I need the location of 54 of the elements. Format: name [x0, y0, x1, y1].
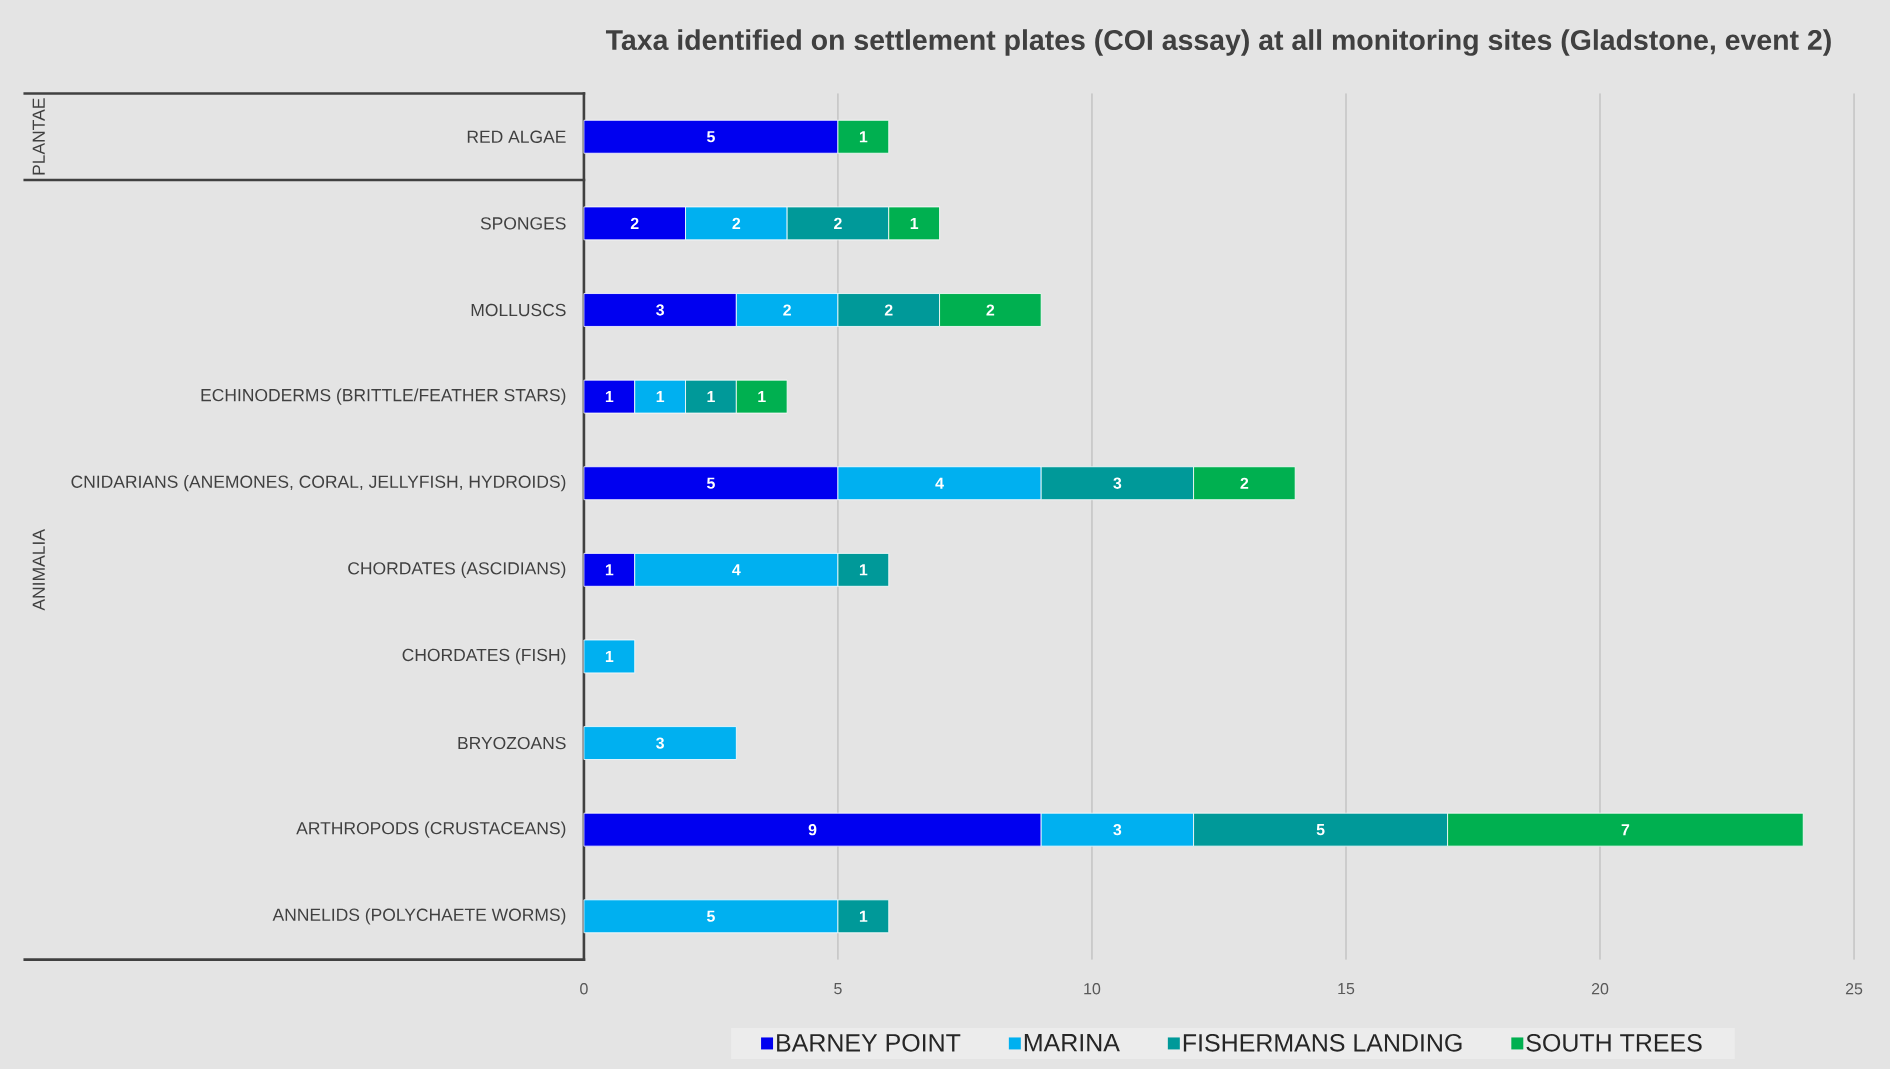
y-tick-label: ECHINODERMS (BRITTLE/FEATHER STARS) [201, 388, 566, 405]
data-label: 1 [910, 217, 919, 229]
y-tick-label: ANNELIDS (POLYCHAETE WORMS) [272, 907, 566, 925]
legend-label: SOUTH TREES [1526, 1033, 1702, 1052]
data-label: 2 [1240, 477, 1249, 489]
data-label: 2 [834, 217, 842, 229]
data-label: 1 [859, 564, 868, 576]
legend-label: BARNEY POINT [777, 1033, 961, 1052]
y-tick-label: CHORDATES (FISH) [402, 648, 566, 665]
data-label: 9 [808, 823, 817, 836]
data-label: 4 [732, 564, 741, 576]
x-tick-label: 0 [580, 982, 588, 995]
x-tick-label: 5 [834, 982, 842, 995]
data-label: 2 [630, 217, 639, 229]
data-label: 5 [1316, 823, 1325, 836]
data-label: 5 [706, 910, 715, 922]
bar [583, 639, 636, 674]
y-tick-label: ARTHROPODS (CRUSTACEANS) [296, 821, 566, 838]
text: PLANTAE [32, 98, 45, 175]
y-tick-label: MOLLUSCS [471, 303, 566, 316]
data-label: 2 [732, 217, 741, 229]
data-label: 7 [1621, 823, 1630, 835]
data-label: 1 [859, 910, 868, 922]
data-label: 1 [859, 131, 868, 143]
bar [583, 726, 737, 760]
data-label: 4 [935, 477, 944, 489]
y-tick-label: BRYOZOANS [458, 736, 566, 750]
x-tick-label: 10 [1084, 982, 1101, 995]
y-tick-label: CHORDATES (ASCIDIANS) [348, 561, 566, 578]
chart-title: Taxa identified on settlement plates (COI assay) at all monitoring sites (Gladstone, event 2) [605, 29, 1831, 56]
data-label: 5 [706, 477, 715, 489]
data-label: 3 [1113, 477, 1122, 489]
data-label: 2 [884, 304, 893, 316]
data-label: 3 [1113, 823, 1122, 836]
data-label: 1 [605, 390, 614, 402]
y-tick-label: CNIDARIANS (ANEMONES, CORAL, JELLYFISH, HYDROIDS) [71, 474, 566, 492]
data-label: 1 [707, 390, 715, 402]
data-label: 3 [656, 304, 664, 316]
data-label: 1 [605, 564, 614, 576]
y-tick-label: RED ALGAE [467, 130, 566, 143]
legend-label: FISHERMANS LANDING [1183, 1033, 1462, 1052]
data-label: 2 [783, 304, 791, 316]
data-label: 1 [605, 650, 614, 662]
data-label: 1 [758, 390, 766, 402]
text: ANIMALIA [32, 528, 45, 611]
y-tick-label: SPONGES [480, 216, 566, 230]
x-tick-label: 15 [1338, 982, 1355, 995]
data-label: 5 [706, 130, 715, 143]
x-tick-label: 20 [1591, 982, 1609, 995]
x-tick-label: 25 [1845, 982, 1863, 995]
data-label: 3 [656, 737, 664, 749]
legend-label: MARINA [1024, 1033, 1120, 1052]
data-label: 2 [986, 304, 995, 316]
data-label: 1 [656, 390, 665, 402]
